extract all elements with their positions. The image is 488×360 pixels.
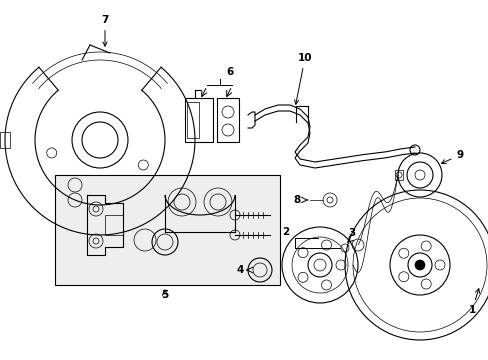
Bar (105, 215, 123, 235)
Text: 3: 3 (347, 228, 355, 238)
Text: 9: 9 (441, 150, 463, 163)
Text: 1: 1 (468, 289, 479, 315)
Text: 8: 8 (293, 195, 300, 205)
Bar (217, 98, 239, 142)
Text: 2: 2 (282, 227, 289, 237)
Circle shape (414, 260, 424, 270)
Bar (394, 170, 402, 180)
Text: 7: 7 (101, 15, 108, 46)
Text: 10: 10 (294, 53, 312, 104)
Text: 4: 4 (236, 265, 243, 275)
Text: 5: 5 (161, 290, 168, 300)
Bar (184, 98, 213, 142)
Bar (55, 175, 280, 285)
Bar (0, 132, 10, 148)
Text: 6: 6 (226, 67, 233, 77)
Bar (186, 102, 199, 138)
